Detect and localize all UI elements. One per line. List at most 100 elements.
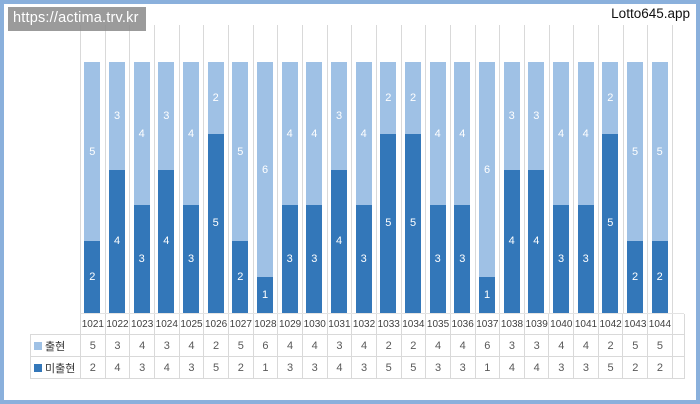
table-value-cell: 2 [376,335,402,357]
table-value-cell: 3 [426,357,451,379]
x-axis-label: 1021 [81,314,106,334]
x-axis-label: 1022 [106,314,131,334]
table-value-cell: 4 [278,335,303,357]
x-axis-label: 1032 [352,314,377,334]
table-value-cell: 3 [278,357,303,379]
table-value-cell: 3 [105,335,131,357]
bar-segment-appear: 4 [553,62,569,206]
segment-value-label: 2 [656,271,663,284]
category-gridline [474,25,476,313]
bar-segment-not-appear: 1 [479,277,495,313]
category-gridline [450,25,451,313]
category-gridline [573,25,575,313]
bar-segment-not-appear: 4 [109,169,125,313]
table-value-cell: 2 [648,357,673,379]
table-trailing-cell [672,335,685,357]
segment-value-label: 3 [187,253,195,266]
category-gridline [129,25,131,313]
category-gridline [203,25,205,313]
table-value-cell: 1 [475,357,501,379]
category-gridline [524,25,525,313]
segment-value-label: 2 [89,271,96,284]
category-gridline [228,25,229,313]
table-value-cell: 5 [401,357,427,379]
table-value-cell: 4 [574,335,599,357]
bar-segment-not-appear: 4 [503,169,520,313]
legend-item-not-appear: 미출현 [31,357,81,379]
table-value-cell: 3 [524,335,550,357]
table-value-cell: 4 [426,335,451,357]
url-overlay[interactable]: https://actima.trv.kr [8,7,146,31]
table-value-cell: 2 [204,335,229,357]
segment-value-label: 4 [138,127,145,140]
bar-segment-not-appear: 5 [380,133,397,313]
table-value-cell: 3 [450,357,476,379]
table-value-cell: 4 [524,357,550,379]
table-value-cell: 2 [228,357,254,379]
table-value-cell: 4 [549,335,575,357]
x-axis-label: 1039 [525,314,550,334]
table-value-cell: 4 [450,335,476,357]
table-value-cell: 5 [376,357,402,379]
segment-value-label: 5 [237,145,244,158]
bar-segment-not-appear: 3 [355,205,372,313]
segment-value-label: 3 [163,109,170,122]
x-axis-label: 1043 [623,314,649,334]
table-value-cell: 3 [500,335,525,357]
table-value-cell: 4 [302,335,328,357]
x-axis-label: 1025 [180,314,205,334]
table-value-cell: 2 [623,357,649,379]
table-value-cell: 2 [81,357,106,379]
segment-value-label: 3 [508,109,515,122]
app-title: Lotto645.app [611,6,690,21]
bar-segment-not-appear: 3 [281,205,298,313]
bar-segment-not-appear: 2 [651,241,668,313]
table-value-cell: 5 [623,335,649,357]
table-value-cell: 5 [648,335,673,357]
category-gridline [376,25,377,313]
category-gridline [548,25,550,313]
segment-value-label: 1 [483,289,491,302]
bar-segment-appear: 5 [627,62,643,242]
x-axis-trailing-cell [673,314,685,334]
bar-segment-appear: 5 [232,62,249,242]
x-axis-label: 1038 [500,314,525,334]
segment-value-label: 2 [631,271,639,284]
bar-segment-appear: 3 [331,62,347,170]
segment-value-label: 5 [89,145,96,158]
x-axis-label: 1042 [599,314,624,334]
bar-segment-appear: 4 [429,62,446,206]
bar-segment-appear: 3 [158,62,175,170]
bar-segment-appear: 5 [651,62,668,242]
segment-value-label: 3 [286,253,293,266]
bar-segment-not-appear: 5 [405,133,421,313]
segment-value-label: 2 [607,91,614,104]
segment-value-label: 5 [607,217,614,230]
table-value-cell: 4 [500,357,525,379]
bar-segment-appear: 2 [207,62,224,134]
category-gridline [425,25,427,313]
segment-value-label: 3 [138,253,145,266]
bar-segment-appear: 3 [503,62,520,170]
category-gridline [178,25,180,313]
category-gridline [326,25,328,313]
category-gridline [302,25,303,313]
data-table: 출현 5 3 4 3 4 2 5 6 4 4 3 4 2 2 4 4 6 3 3 4 4 2 5 5 미출현 2 4 3 4 3 5 2 1 3 3 4… [30,334,685,379]
category-gridline [647,25,649,313]
segment-value-label: 2 [385,91,392,104]
bar-segment-appear: 4 [306,62,323,206]
x-axis-label: 1031 [328,314,353,334]
segment-value-label: 3 [311,253,318,266]
segment-value-label: 4 [335,235,343,248]
category-gridline [672,25,673,313]
bar-segment-appear: 4 [355,62,372,206]
x-axis-label: 1030 [303,314,328,334]
table-value-cell: 3 [352,357,377,379]
bar-segment-appear: 2 [405,62,421,134]
segment-value-label: 6 [483,163,491,176]
x-axis-label: 1024 [155,314,180,334]
table-value-cell: 6 [475,335,501,357]
segment-value-label: 4 [582,127,589,140]
table-value-cell: 3 [549,357,575,379]
